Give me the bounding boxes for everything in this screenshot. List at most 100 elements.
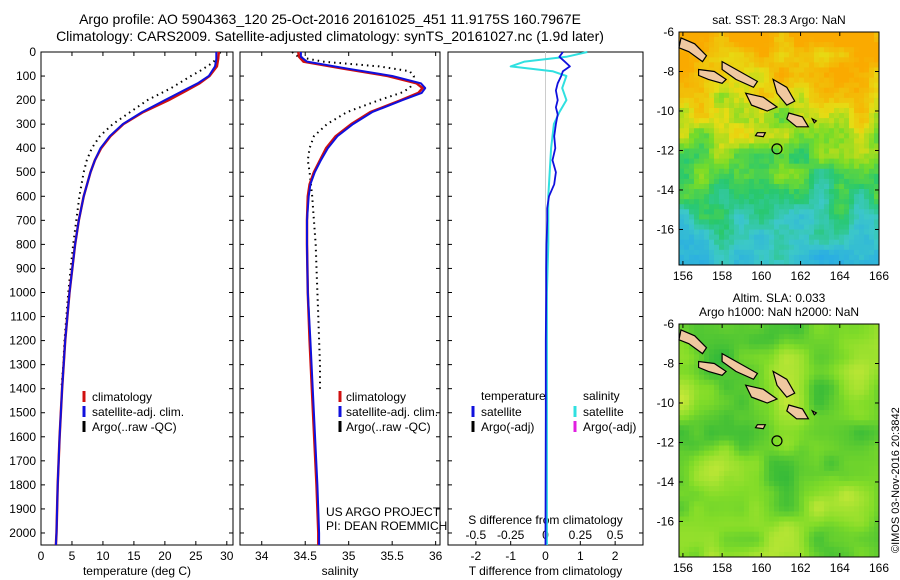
map-cell xyxy=(809,420,815,426)
map-cell xyxy=(874,334,880,340)
map-cell xyxy=(849,92,855,99)
x-tick-label: 25 xyxy=(189,549,203,563)
y-tick-label: 700 xyxy=(16,213,36,227)
map-cell xyxy=(739,470,745,477)
float-position-marker xyxy=(771,435,783,447)
map-cell xyxy=(804,32,810,38)
map-cell xyxy=(854,339,860,345)
map-cell xyxy=(679,87,685,94)
map-cell xyxy=(804,234,810,241)
map-cell xyxy=(699,450,705,457)
map-cell xyxy=(794,168,800,175)
map-cell xyxy=(764,72,770,78)
map-cell xyxy=(769,445,775,452)
island xyxy=(810,117,818,124)
map-cell xyxy=(874,440,880,446)
map-cell xyxy=(754,344,760,350)
map-cell xyxy=(829,224,835,230)
map-cell xyxy=(839,153,845,160)
map-cell xyxy=(774,239,780,246)
map-cell xyxy=(739,189,745,195)
map-cell xyxy=(704,138,710,144)
map-cell xyxy=(764,359,770,365)
map-cell xyxy=(869,445,875,452)
map-cell xyxy=(764,526,770,533)
map-cell xyxy=(699,496,705,502)
map-cell xyxy=(704,42,710,48)
map-cell xyxy=(779,168,785,175)
map-cell xyxy=(854,344,860,350)
map-cell xyxy=(719,148,725,154)
map-cell xyxy=(809,374,815,381)
map-cell xyxy=(689,219,695,225)
map-cell xyxy=(689,460,695,467)
map-cell xyxy=(739,47,745,53)
map-cell xyxy=(789,153,795,160)
map-cell xyxy=(714,67,720,73)
float-position-marker xyxy=(771,143,783,155)
map-cell xyxy=(819,82,825,89)
map-cell xyxy=(719,138,725,144)
map-cell xyxy=(724,435,730,441)
map-cell xyxy=(829,194,835,200)
map-cell xyxy=(724,389,730,396)
map-cell xyxy=(769,32,775,38)
map-cell xyxy=(734,113,740,119)
map-cell xyxy=(839,369,845,376)
map-cell xyxy=(714,405,720,411)
x-tick-label: 34.5 xyxy=(294,549,318,563)
map-cell xyxy=(684,486,690,492)
map-cell xyxy=(809,359,815,365)
map-cell xyxy=(779,62,785,68)
map-cell xyxy=(844,329,850,335)
map-cell xyxy=(809,506,815,512)
map-cell xyxy=(819,199,825,205)
map-cell xyxy=(824,465,830,472)
map-cell xyxy=(739,113,745,119)
map-cell xyxy=(839,189,845,195)
map-cell xyxy=(819,399,825,406)
map-cell xyxy=(764,204,770,210)
map-cell xyxy=(704,168,710,175)
map-cell xyxy=(764,440,770,446)
map-cell xyxy=(839,440,845,446)
map-cell xyxy=(714,491,720,497)
map-cell xyxy=(834,374,840,381)
map-cell xyxy=(799,239,805,246)
map-cell xyxy=(769,430,775,436)
map-cell xyxy=(794,455,800,462)
map-cell xyxy=(839,511,845,517)
map-cell xyxy=(824,420,830,426)
map-cell xyxy=(839,394,845,401)
map-cell xyxy=(679,143,685,149)
map-cell xyxy=(824,445,830,452)
map-cell xyxy=(859,435,865,441)
map-cell xyxy=(709,102,715,109)
map-cell xyxy=(684,384,690,391)
map-cell xyxy=(694,394,700,401)
map-cell xyxy=(814,516,820,522)
map-cell xyxy=(704,470,710,477)
map-cell xyxy=(714,516,720,522)
map-cell xyxy=(799,511,805,517)
map-cell xyxy=(769,153,775,160)
map-cell xyxy=(869,344,875,350)
map-cell xyxy=(689,57,695,63)
map-cell xyxy=(719,440,725,446)
map-cell xyxy=(819,224,825,230)
map-cell xyxy=(804,204,810,210)
map-cell xyxy=(854,47,860,53)
map-cell xyxy=(689,425,695,431)
map-cell xyxy=(769,486,775,492)
map-cell xyxy=(724,349,730,355)
map-cell xyxy=(849,67,855,73)
map-cell xyxy=(739,138,745,144)
map-cell xyxy=(814,384,820,391)
map-cell xyxy=(804,138,810,144)
map-cell xyxy=(759,199,765,205)
map-cell xyxy=(714,435,720,441)
map-cell xyxy=(724,379,730,386)
map-cell xyxy=(704,57,710,63)
map-cell xyxy=(724,455,730,462)
map-cell xyxy=(824,209,830,215)
